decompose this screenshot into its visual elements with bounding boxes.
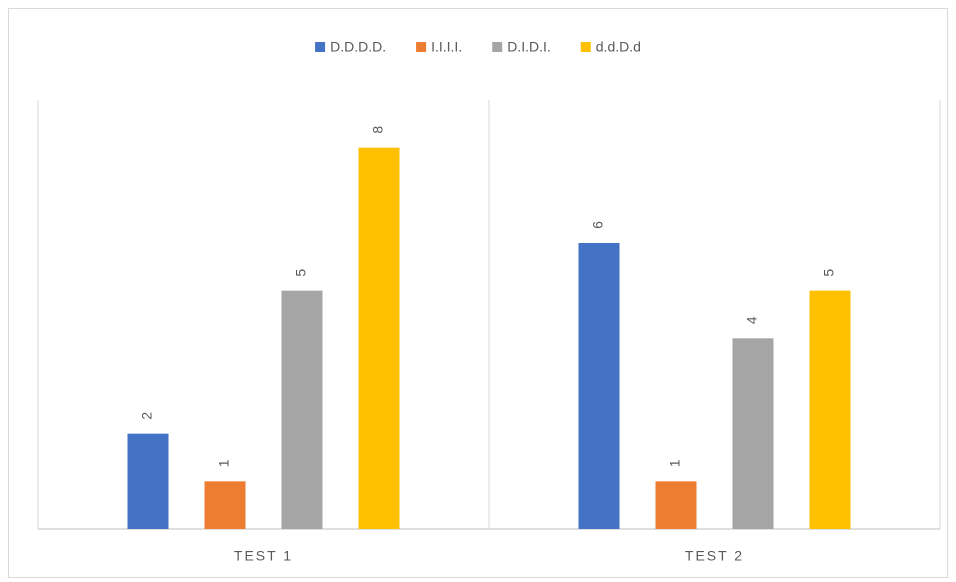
bar xyxy=(655,481,697,529)
data-label: 6 xyxy=(590,221,606,229)
legend-swatch xyxy=(492,42,503,52)
bar xyxy=(358,147,400,529)
legend-label: D.D.D.D. xyxy=(330,39,386,55)
data-label: 2 xyxy=(139,412,155,420)
bar xyxy=(127,433,169,529)
data-label: 1 xyxy=(667,459,683,467)
legend-label: I.I.I.I. xyxy=(431,39,462,55)
bar xyxy=(204,481,246,529)
bar xyxy=(732,338,774,529)
bar xyxy=(809,290,851,529)
data-label: 1 xyxy=(216,459,232,467)
x-tick-label: TEST 2 xyxy=(685,548,744,564)
legend-label: d.d.D.d xyxy=(596,39,641,55)
data-label: 5 xyxy=(293,269,309,277)
data-label: 4 xyxy=(744,316,760,324)
data-label: 5 xyxy=(821,269,837,277)
legend-label: D.I.D.I. xyxy=(507,39,551,55)
bar xyxy=(281,290,323,529)
legend-swatch xyxy=(416,42,427,52)
legend: D.D.D.D. I.I.I.I. D.I.D.I. d.d.D.d xyxy=(315,39,641,55)
legend-swatch xyxy=(580,42,591,52)
data-label: 8 xyxy=(370,126,386,134)
x-tick-label: TEST 1 xyxy=(234,548,293,564)
bar xyxy=(578,243,620,529)
legend-swatch xyxy=(315,42,326,52)
